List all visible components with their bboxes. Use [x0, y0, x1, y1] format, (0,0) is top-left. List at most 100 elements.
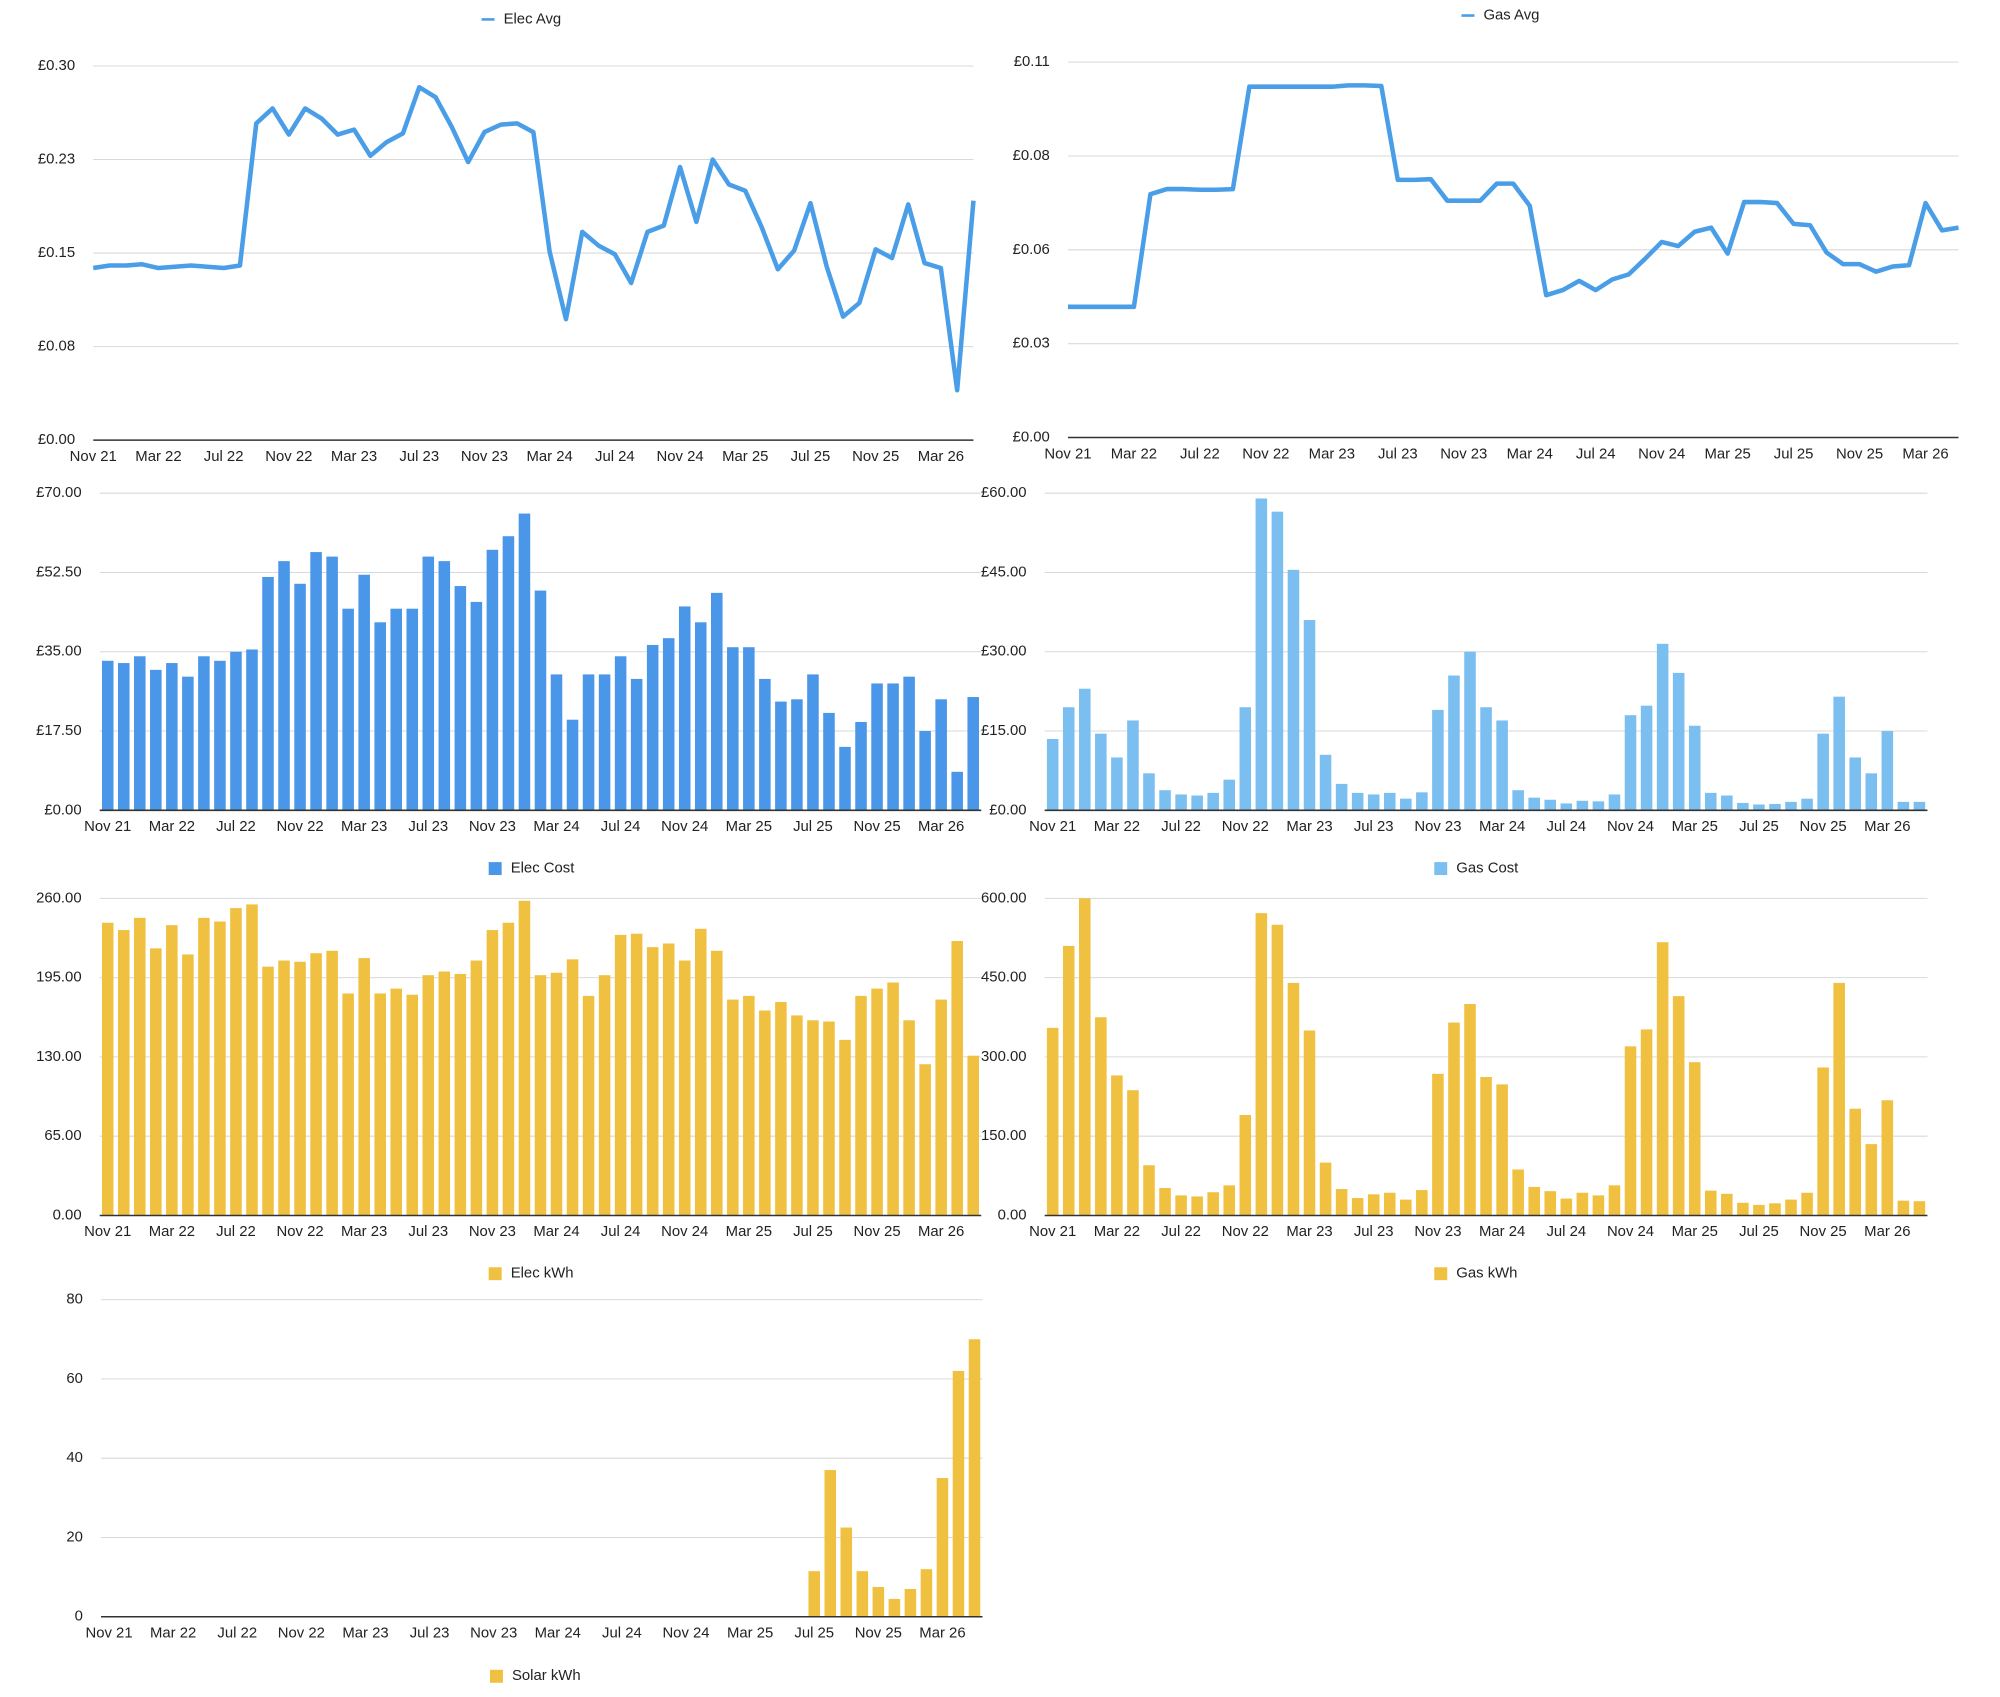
bar [1512, 1169, 1524, 1216]
bar [1624, 715, 1637, 811]
y-tick-label: 20 [66, 1529, 83, 1545]
y-tick-label: £30.00 [981, 644, 1027, 660]
x-tick-label: Mar 26 [918, 819, 964, 835]
chart: £0.00 £0.03 £0.06 £0.08 £0.11 Nov 21 Mar 22 Jul… [1013, 7, 1959, 462]
chart: £0.00 £0.08 £0.15 £0.23 £0.30 Nov 21 Mar 22 Jul… [38, 11, 976, 465]
bar [1817, 1067, 1829, 1216]
bar [1512, 790, 1524, 811]
bar [1801, 798, 1813, 811]
bar [1608, 1185, 1621, 1216]
bar [1785, 1199, 1797, 1216]
x-tick-label: Nov 22 [1222, 819, 1269, 835]
x-tick-label: Nov 25 [853, 1224, 900, 1240]
bar [1688, 725, 1701, 811]
bar [952, 1370, 965, 1617]
x-tick-label: Nov 22 [276, 1224, 323, 1240]
x-tick-label: Nov 24 [1607, 1224, 1654, 1240]
bar [1576, 800, 1589, 811]
bar [1640, 1029, 1653, 1216]
bar [1544, 799, 1557, 811]
bar [694, 622, 707, 811]
bar [678, 606, 691, 811]
x-tick-label: Mar 23 [331, 449, 377, 465]
y-tick-label: £0.00 [44, 802, 81, 818]
bar [486, 930, 499, 1216]
bar [759, 678, 771, 811]
bar [807, 1020, 819, 1216]
bar [1111, 757, 1123, 811]
bar [566, 959, 579, 1216]
x-tick-label: Mar 24 [533, 1224, 579, 1240]
bar [262, 576, 274, 811]
y-tick-label: £60.00 [981, 485, 1027, 501]
bar [904, 1588, 917, 1617]
bar [903, 676, 915, 811]
bar [887, 982, 899, 1216]
bar [134, 656, 146, 811]
bar [1560, 1198, 1573, 1216]
bar [1432, 709, 1444, 811]
x-tick-label: Jul 24 [601, 1224, 641, 1240]
x-tick-label: Mar 22 [1111, 446, 1157, 462]
bar [1062, 945, 1075, 1216]
x-tick-label: Nov 22 [1222, 1224, 1269, 1240]
bar [1383, 1192, 1396, 1216]
x-tick-label: Nov 24 [662, 1626, 709, 1642]
bar [438, 971, 451, 1216]
bar [1753, 1204, 1765, 1216]
bar [1335, 1189, 1348, 1216]
bar [374, 993, 386, 1216]
bar [1095, 733, 1107, 811]
bar [1608, 794, 1621, 811]
x-tick-label: Jul 24 [595, 449, 635, 465]
bar [935, 999, 947, 1216]
x-tick-label: Mar 25 [722, 449, 768, 465]
bar [1801, 1192, 1813, 1216]
bar [486, 549, 499, 811]
bar [856, 1571, 869, 1617]
y-tick-label: 150.00 [981, 1128, 1027, 1144]
bar [326, 950, 338, 1216]
bar [1464, 651, 1476, 811]
x-tick-label: Mar 24 [1479, 1224, 1525, 1240]
bar [166, 663, 178, 811]
bar [1351, 1198, 1364, 1216]
bar [374, 622, 386, 811]
bar [839, 1039, 851, 1216]
bar [743, 995, 755, 1216]
bar [855, 995, 867, 1216]
bar [1528, 797, 1540, 811]
y-tick-label: £35.00 [36, 644, 82, 660]
bar [1046, 1027, 1059, 1216]
bar [1143, 773, 1155, 811]
legend-label: Gas Cost [1456, 861, 1519, 877]
bar [117, 930, 130, 1216]
x-tick-label: Mar 25 [726, 1224, 772, 1240]
bar [711, 950, 723, 1216]
y-tick-label: £0.30 [38, 58, 75, 74]
bar [823, 712, 835, 811]
bar [791, 1015, 803, 1216]
y-tick-label: £0.06 [1013, 242, 1050, 258]
bar [1496, 1084, 1508, 1216]
x-tick-label: Mar 26 [1864, 1224, 1910, 1240]
bar [454, 586, 467, 811]
bar [1095, 1017, 1107, 1216]
bar [310, 552, 322, 811]
bar [1881, 731, 1894, 811]
bar [1175, 1195, 1187, 1216]
bar [808, 1571, 821, 1617]
x-tick-label: Jul 25 [791, 449, 831, 465]
y-tick-label: 130.00 [36, 1049, 82, 1065]
x-tick-label: Jul 25 [794, 1626, 834, 1642]
x-tick-label: Jul 23 [399, 449, 439, 465]
bar [759, 1010, 771, 1216]
x-tick-label: Mar 22 [1094, 819, 1140, 835]
bar [550, 674, 563, 811]
bar [920, 1569, 933, 1617]
bar [342, 608, 354, 811]
bar [198, 656, 210, 811]
bar [1239, 1115, 1252, 1216]
x-tick-label: Nov 23 [470, 1626, 517, 1642]
